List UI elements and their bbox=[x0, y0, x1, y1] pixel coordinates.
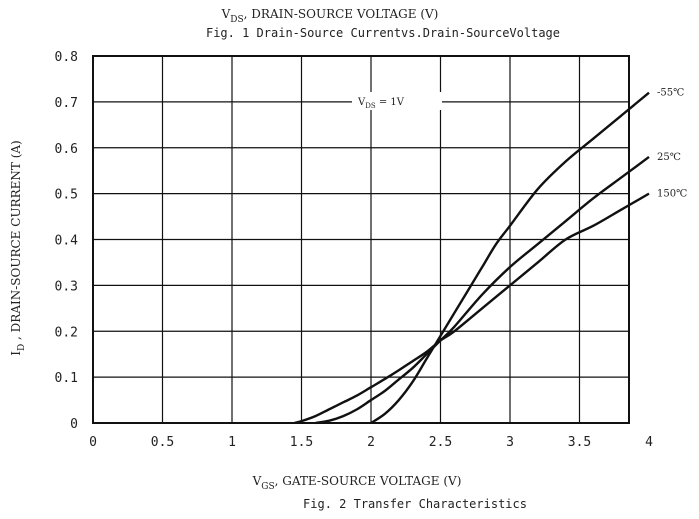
y-tick-label: 0.6 bbox=[55, 142, 78, 157]
x-tick-label: 0 bbox=[89, 435, 97, 450]
series-line-2 bbox=[294, 192, 650, 425]
series-lines bbox=[294, 91, 650, 425]
series-label-0: -55℃ bbox=[657, 88, 684, 99]
top-axis-caption: VDS, DRAIN-SOURCE VOLTAGE (V) bbox=[221, 7, 439, 25]
y-tick-labels: 0 0.1 0.2 0.3 0.4 0.5 0.6 0.7 0.8 bbox=[55, 50, 79, 432]
y-tick-label: 0.4 bbox=[55, 234, 79, 249]
y-tick-label: 0.7 bbox=[55, 96, 78, 111]
x-tick-label: 3 bbox=[506, 435, 514, 450]
x-tick-labels: 00.511.522.533.544.5 bbox=[89, 435, 653, 450]
series-line-1 bbox=[315, 155, 650, 425]
series-line-0 bbox=[370, 91, 650, 425]
x-tick-label: 2 bbox=[367, 435, 375, 450]
series-label-1: 25℃ bbox=[657, 152, 681, 163]
series-label-background bbox=[654, 148, 694, 164]
x-tick-label: 3.5 bbox=[568, 435, 591, 450]
vds-annotation: VDS = 1V bbox=[352, 92, 442, 110]
x-tick-label: 2.5 bbox=[429, 435, 452, 450]
y-tick-label: 0 bbox=[70, 417, 78, 432]
x-tick-label: 1 bbox=[228, 435, 236, 450]
x-axis-label: VGS, GATE-SOURCE VOLTAGE (V) bbox=[252, 474, 462, 492]
y-axis-label: ID , DRAIN-SOURCE CURRENT (A) bbox=[9, 140, 27, 355]
x-tick-label: 4 bbox=[645, 435, 653, 450]
top-figure-caption: Fig. 1 Drain-Source Currentvs.Drain-Sour… bbox=[206, 26, 560, 40]
x-tick-label: 0.5 bbox=[151, 435, 174, 450]
y-tick-label: 0.1 bbox=[55, 371, 78, 386]
bottom-figure-caption: Fig. 2 Transfer Characteristics bbox=[303, 497, 527, 511]
y-tick-label: 0.5 bbox=[55, 188, 78, 203]
plot-area: -55℃ 25℃ 150℃ bbox=[92, 55, 694, 425]
series-label-background bbox=[654, 185, 694, 201]
x-tick-label: 1.5 bbox=[290, 435, 313, 450]
annotation-background bbox=[352, 92, 442, 110]
series-labels: -55℃ 25℃ 150℃ bbox=[654, 84, 694, 201]
y-tick-label: 0.2 bbox=[55, 325, 78, 340]
series-label-2: 150℃ bbox=[657, 189, 687, 200]
y-tick-label: 0.8 bbox=[55, 50, 78, 65]
annotation-text: VDS = 1V bbox=[357, 97, 405, 110]
y-tick-label: 0.3 bbox=[55, 279, 78, 294]
grid-lines bbox=[93, 56, 629, 423]
series-label-background bbox=[654, 84, 694, 100]
